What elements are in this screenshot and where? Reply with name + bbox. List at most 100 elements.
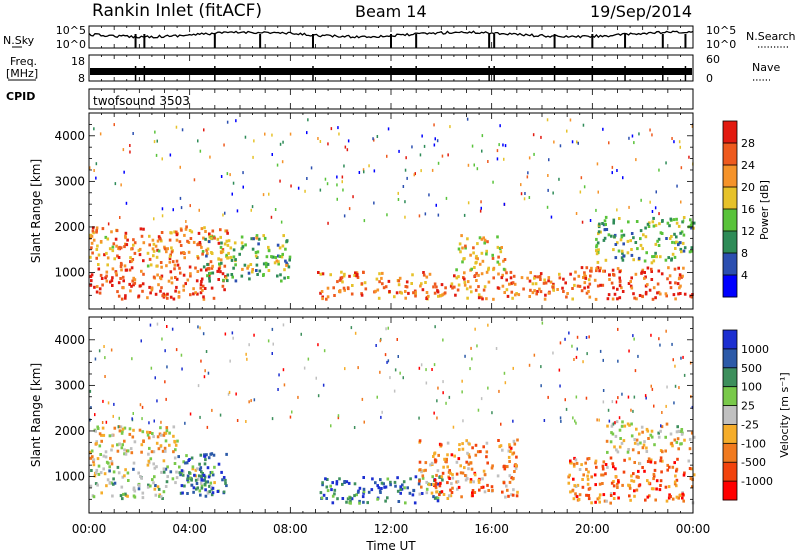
scatter-cell bbox=[202, 473, 206, 477]
scatter-cell bbox=[436, 139, 439, 143]
scatter-cell bbox=[108, 247, 112, 251]
scatter-cell bbox=[690, 226, 693, 230]
scatter-cell bbox=[544, 281, 548, 285]
scatter-cell bbox=[679, 442, 682, 446]
scatter-cell bbox=[203, 287, 207, 290]
scatter-cell bbox=[680, 166, 683, 170]
scatter-cell bbox=[162, 470, 166, 474]
scatter-cell bbox=[508, 445, 512, 449]
scatter-cell bbox=[119, 277, 122, 280]
scatter-cell bbox=[461, 390, 463, 394]
scatter-cell bbox=[630, 248, 633, 251]
scatter-cell bbox=[603, 236, 607, 240]
scatter-cell bbox=[679, 292, 682, 295]
scatter-cell bbox=[630, 253, 634, 257]
scatter-cell bbox=[210, 252, 214, 255]
scatter-cell bbox=[317, 271, 320, 274]
scatter-cell bbox=[583, 286, 586, 290]
scatter-cell bbox=[204, 480, 208, 484]
scatter-cell bbox=[460, 234, 463, 238]
scatter-cell bbox=[657, 290, 661, 294]
scatter-cell bbox=[117, 294, 121, 298]
power-colorbar-label: 28 bbox=[741, 137, 755, 150]
scatter-cell bbox=[133, 495, 137, 499]
scatter-cell bbox=[256, 250, 260, 254]
scatter-cell bbox=[180, 469, 184, 473]
scatter-cell bbox=[106, 478, 110, 482]
scatter-cell bbox=[576, 284, 580, 288]
scatter-cell bbox=[466, 296, 469, 300]
scatter-cell bbox=[249, 263, 253, 266]
scatter-cell bbox=[128, 427, 132, 431]
scatter-cell bbox=[456, 487, 459, 491]
scatter-cell bbox=[199, 286, 203, 290]
scatter-cell bbox=[585, 336, 588, 339]
scatter-cell bbox=[232, 255, 236, 259]
scatter-cell bbox=[178, 465, 181, 469]
scatter-cell bbox=[543, 419, 546, 422]
scatter-cell bbox=[217, 278, 220, 281]
scatter-cell bbox=[341, 280, 344, 284]
scatter-cell bbox=[605, 499, 608, 503]
scatter-cell bbox=[428, 483, 431, 487]
scatter-cell bbox=[604, 258, 608, 262]
scatter-cell bbox=[184, 227, 188, 231]
scatter-cell bbox=[641, 247, 644, 251]
scatter-cell bbox=[601, 283, 605, 287]
scatter-cell bbox=[102, 467, 105, 471]
scatter-cell bbox=[347, 481, 351, 485]
scatter-cell bbox=[459, 471, 463, 475]
scatter-cell bbox=[453, 454, 456, 458]
scatter-cell bbox=[455, 460, 459, 464]
scatter-cell bbox=[476, 242, 479, 246]
scatter-cell bbox=[569, 272, 572, 276]
scatter-cell bbox=[194, 478, 198, 482]
scatter-cell bbox=[172, 297, 176, 301]
scatter-cell bbox=[673, 480, 677, 484]
scatter-cell bbox=[104, 235, 108, 239]
scatter-cell bbox=[474, 453, 478, 457]
scatter-cell bbox=[643, 440, 646, 444]
scatter-cell bbox=[670, 257, 673, 261]
scatter-cell bbox=[418, 460, 422, 464]
scatter-cell bbox=[146, 296, 149, 300]
scatter-cell bbox=[184, 421, 186, 425]
scatter-cell bbox=[437, 294, 440, 298]
scatter-cell bbox=[199, 291, 203, 295]
scatter-cell bbox=[583, 273, 586, 277]
scatter-cell bbox=[683, 373, 686, 377]
scatter-cell bbox=[675, 467, 679, 471]
scatter-cell bbox=[337, 416, 340, 420]
scatter-cell bbox=[538, 275, 542, 278]
scatter-cell bbox=[94, 471, 98, 475]
scatter-cell bbox=[639, 237, 642, 241]
scatter-cell bbox=[618, 445, 622, 449]
scatter-cell bbox=[202, 478, 206, 482]
scatter-cell bbox=[190, 478, 193, 482]
scatter-cell bbox=[306, 131, 308, 135]
scatter-cell bbox=[240, 247, 244, 251]
scatter-cell bbox=[601, 482, 604, 485]
scatter-cell bbox=[481, 477, 484, 481]
scatter-cell bbox=[479, 450, 482, 454]
scatter-cell bbox=[196, 255, 199, 258]
scatter-cell bbox=[627, 448, 630, 451]
scatter-cell bbox=[674, 247, 677, 250]
scatter-cell bbox=[140, 443, 144, 447]
scatter-cell bbox=[186, 477, 190, 481]
scatter-cell bbox=[262, 262, 266, 266]
scatter-cell bbox=[601, 222, 604, 225]
scatter-cell bbox=[420, 485, 423, 489]
scatter-cell bbox=[541, 321, 544, 325]
scatter-cell bbox=[204, 237, 207, 241]
scatter-cell bbox=[448, 395, 451, 399]
scatter-cell bbox=[618, 276, 621, 280]
velocity-ylabel: Slant Range [km] bbox=[29, 363, 43, 467]
scatter-cell bbox=[612, 497, 616, 500]
scatter-cell bbox=[528, 196, 531, 199]
scatter-cell bbox=[665, 404, 667, 408]
scatter-cell bbox=[402, 376, 404, 380]
scatter-cell bbox=[332, 286, 335, 290]
